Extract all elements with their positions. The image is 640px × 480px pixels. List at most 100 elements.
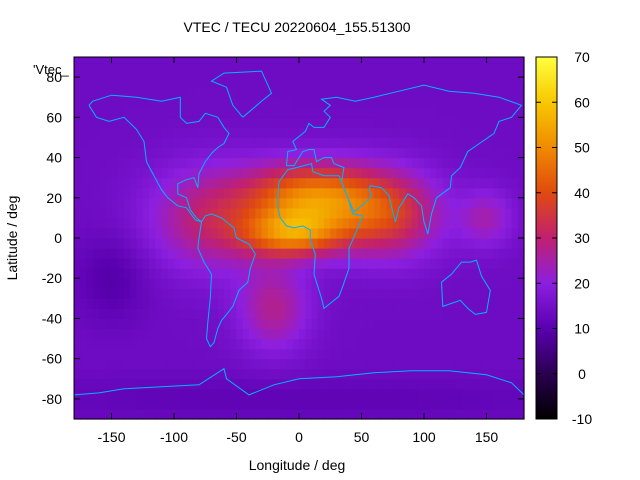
heatmap-cell — [355, 358, 363, 370]
heatmap-cell — [199, 187, 206, 199]
heatmap-cell — [174, 217, 181, 229]
heatmap-cell — [324, 338, 331, 350]
heatmap-cell — [267, 227, 275, 239]
heatmap-cell — [311, 308, 319, 320]
heatmap-cell — [517, 107, 525, 118]
heatmap-cell — [80, 217, 88, 229]
heatmap-cell — [230, 227, 238, 239]
heatmap-cell — [130, 278, 138, 289]
heatmap-cell — [142, 388, 150, 400]
heatmap-cell — [417, 248, 425, 259]
heatmap-cell — [361, 388, 369, 400]
heatmap-cell — [436, 368, 444, 380]
heatmap-cell — [474, 268, 481, 279]
heatmap-cell — [449, 338, 456, 350]
heatmap-cell — [511, 388, 519, 400]
heatmap-cell — [399, 238, 406, 249]
heatmap-cell — [405, 358, 413, 370]
heatmap-cell — [149, 67, 156, 78]
heatmap-cell — [117, 87, 125, 98]
coastline-greenland — [210, 70, 273, 118]
heatmap-cell — [467, 238, 475, 249]
heatmap-cell — [342, 408, 350, 420]
heatmap-cell — [430, 258, 438, 269]
heatmap-cell — [342, 117, 350, 128]
heatmap-cell — [161, 97, 169, 108]
heatmap-cell — [74, 258, 81, 269]
heatmap-cell — [317, 328, 325, 340]
heatmap-cell — [199, 398, 206, 410]
heatmap-cell — [117, 408, 125, 420]
heatmap-cell — [492, 288, 500, 299]
heatmap-cell — [80, 308, 88, 320]
heatmap-cell — [405, 77, 413, 88]
heatmap-cell — [455, 248, 463, 259]
heatmap-cell — [442, 338, 450, 350]
heatmap-cell — [111, 97, 119, 108]
heatmap-cell — [349, 97, 356, 108]
heatmap-cell — [80, 87, 88, 98]
heatmap-cell — [511, 117, 519, 128]
heatmap-cell — [174, 288, 181, 299]
heatmap-cell — [449, 57, 456, 68]
heatmap-cell — [330, 278, 338, 289]
heatmap-cell — [367, 398, 375, 410]
heatmap-cell — [80, 238, 88, 249]
heatmap-cell — [211, 207, 219, 219]
heatmap-cell — [442, 398, 450, 410]
heatmap-cell — [424, 97, 431, 108]
heatmap-cell — [436, 258, 444, 269]
heatmap-cell — [417, 398, 425, 410]
heatmap-cell — [517, 177, 525, 189]
heatmap-cell — [249, 207, 256, 219]
heatmap-cell — [455, 368, 463, 380]
heatmap-cell — [374, 107, 381, 118]
heatmap-cell — [374, 197, 381, 209]
heatmap-cell — [261, 378, 269, 390]
heatmap-cell — [186, 378, 194, 390]
heatmap-cell — [155, 378, 163, 390]
heatmap-cell — [274, 167, 281, 179]
heatmap-cell — [242, 117, 250, 128]
heatmap-cell — [136, 288, 144, 299]
heatmap-cell — [192, 207, 200, 219]
heatmap-cell — [424, 268, 431, 279]
y-tick-label: 0 — [54, 230, 62, 246]
heatmap-cell — [467, 278, 475, 289]
heatmap-cell — [292, 328, 300, 340]
heatmap-cell — [192, 67, 200, 78]
heatmap-cell — [174, 388, 181, 400]
heatmap-cell — [399, 57, 406, 68]
heatmap-cell — [249, 177, 256, 189]
heatmap-cell — [242, 398, 250, 410]
heatmap-cell — [324, 227, 331, 239]
heatmap-cell — [92, 97, 100, 108]
heatmap-cell — [417, 137, 425, 149]
heatmap-cell — [105, 398, 113, 410]
heatmap-cell — [224, 227, 231, 239]
heatmap-cell — [217, 207, 225, 219]
heatmap-cell — [480, 197, 488, 209]
heatmap-cell — [92, 278, 100, 289]
heatmap-cell — [317, 157, 325, 169]
heatmap-cell — [92, 157, 100, 169]
heatmap-cell — [430, 298, 438, 309]
heatmap-cell — [499, 368, 506, 380]
heatmap-cell — [467, 288, 475, 299]
heatmap-cell — [411, 248, 419, 259]
heatmap-cell — [367, 217, 375, 229]
heatmap-cell — [292, 57, 300, 68]
heatmap-cell — [236, 147, 244, 159]
heatmap-cell — [161, 338, 169, 350]
heatmap-cell — [380, 378, 388, 390]
heatmap-cell — [261, 97, 269, 108]
heatmap-cell — [361, 308, 369, 320]
heatmap-cell — [136, 147, 144, 159]
heatmap-cell — [349, 338, 356, 350]
heatmap-cell — [342, 57, 350, 68]
heatmap-cell — [461, 167, 469, 179]
heatmap-cell — [336, 338, 344, 350]
heatmap-cell — [92, 107, 100, 118]
heatmap-cell — [367, 268, 375, 279]
heatmap-cell — [417, 348, 425, 360]
